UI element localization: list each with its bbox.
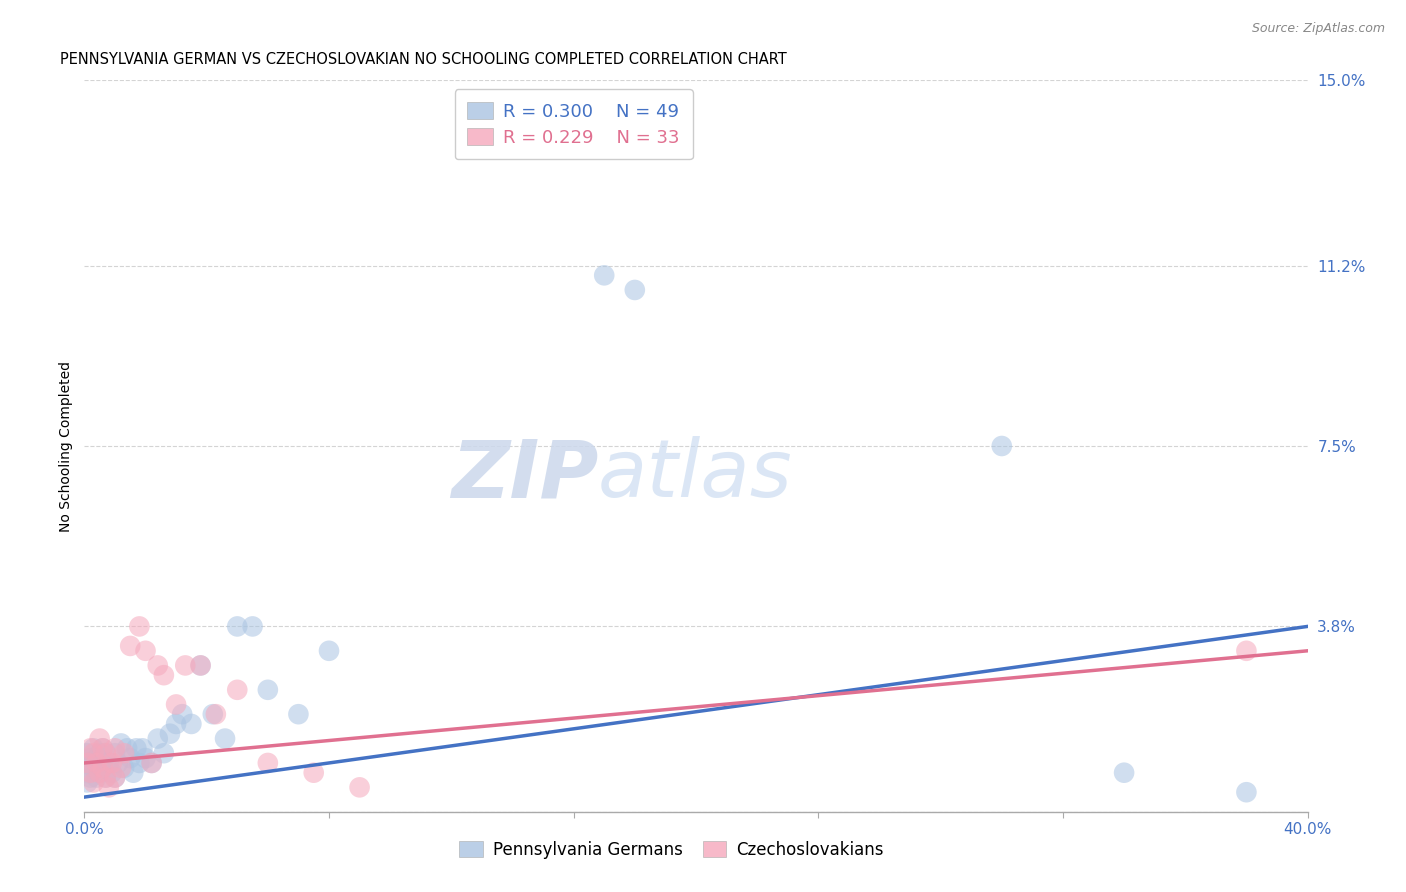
Point xyxy=(104,741,127,756)
Point xyxy=(76,761,98,775)
Point xyxy=(76,775,98,789)
Point xyxy=(89,731,111,746)
Point xyxy=(146,658,169,673)
Point xyxy=(122,765,145,780)
Point xyxy=(110,736,132,750)
Point xyxy=(120,639,142,653)
Point xyxy=(76,756,98,770)
Point xyxy=(94,771,117,785)
Point xyxy=(1236,785,1258,799)
Point xyxy=(91,741,114,756)
Point xyxy=(97,756,120,770)
Point xyxy=(83,741,105,756)
Point xyxy=(112,761,135,775)
Point xyxy=(131,741,153,756)
Point xyxy=(104,746,127,760)
Point xyxy=(226,619,249,633)
Text: PENNSYLVANIA GERMAN VS CZECHOSLOVAKIAN NO SCHOOLING COMPLETED CORRELATION CHART: PENNSYLVANIA GERMAN VS CZECHOSLOVAKIAN N… xyxy=(60,52,786,67)
Point xyxy=(302,765,325,780)
Point xyxy=(180,717,202,731)
Point xyxy=(201,707,224,722)
Point xyxy=(165,698,187,712)
Point xyxy=(174,658,197,673)
Point xyxy=(83,761,105,775)
Point xyxy=(226,682,249,697)
Point xyxy=(349,780,371,795)
Point xyxy=(79,751,101,765)
Point xyxy=(79,741,101,756)
Point xyxy=(1236,644,1258,658)
Point xyxy=(172,707,194,722)
Point xyxy=(76,756,98,770)
Point xyxy=(190,658,212,673)
Point xyxy=(91,761,114,775)
Point xyxy=(287,707,309,722)
Point xyxy=(159,727,181,741)
Point xyxy=(128,619,150,633)
Point xyxy=(1114,765,1136,780)
Point xyxy=(115,741,138,756)
Point xyxy=(624,283,647,297)
Point xyxy=(257,756,280,770)
Point xyxy=(89,765,111,780)
Point xyxy=(94,746,117,760)
Point xyxy=(89,746,111,760)
Point xyxy=(86,756,108,770)
Point xyxy=(242,619,264,633)
Text: Source: ZipAtlas.com: Source: ZipAtlas.com xyxy=(1251,22,1385,36)
Point xyxy=(91,761,114,775)
Point xyxy=(141,756,163,770)
Point xyxy=(79,771,101,785)
Point xyxy=(86,751,108,765)
Point xyxy=(165,717,187,731)
Point xyxy=(104,771,127,785)
Point xyxy=(94,771,117,785)
Text: atlas: atlas xyxy=(598,436,793,515)
Point xyxy=(257,682,280,697)
Point xyxy=(110,761,132,775)
Point xyxy=(125,741,148,756)
Point xyxy=(83,746,105,760)
Point xyxy=(101,756,124,770)
Point xyxy=(153,746,176,760)
Point xyxy=(135,751,157,765)
Point xyxy=(205,707,228,722)
Point xyxy=(146,731,169,746)
Point xyxy=(112,746,135,760)
Point xyxy=(593,268,616,283)
Legend: Pennsylvania Germans, Czechoslovakians: Pennsylvania Germans, Czechoslovakians xyxy=(453,834,890,865)
Point xyxy=(76,746,98,760)
Point xyxy=(94,746,117,760)
Point xyxy=(104,771,127,785)
Point xyxy=(101,765,124,780)
Point xyxy=(135,644,157,658)
Point xyxy=(214,731,236,746)
Point xyxy=(89,765,111,780)
Point xyxy=(991,439,1014,453)
Point xyxy=(79,765,101,780)
Point xyxy=(318,644,340,658)
Point xyxy=(128,756,150,770)
Point xyxy=(120,751,142,765)
Point xyxy=(86,771,108,785)
Point xyxy=(107,756,129,770)
Point xyxy=(97,780,120,795)
Y-axis label: No Schooling Completed: No Schooling Completed xyxy=(59,360,73,532)
Text: ZIP: ZIP xyxy=(451,436,598,515)
Point xyxy=(141,756,163,770)
Point xyxy=(153,668,176,682)
Point xyxy=(91,741,114,756)
Point xyxy=(83,775,105,789)
Point xyxy=(190,658,212,673)
